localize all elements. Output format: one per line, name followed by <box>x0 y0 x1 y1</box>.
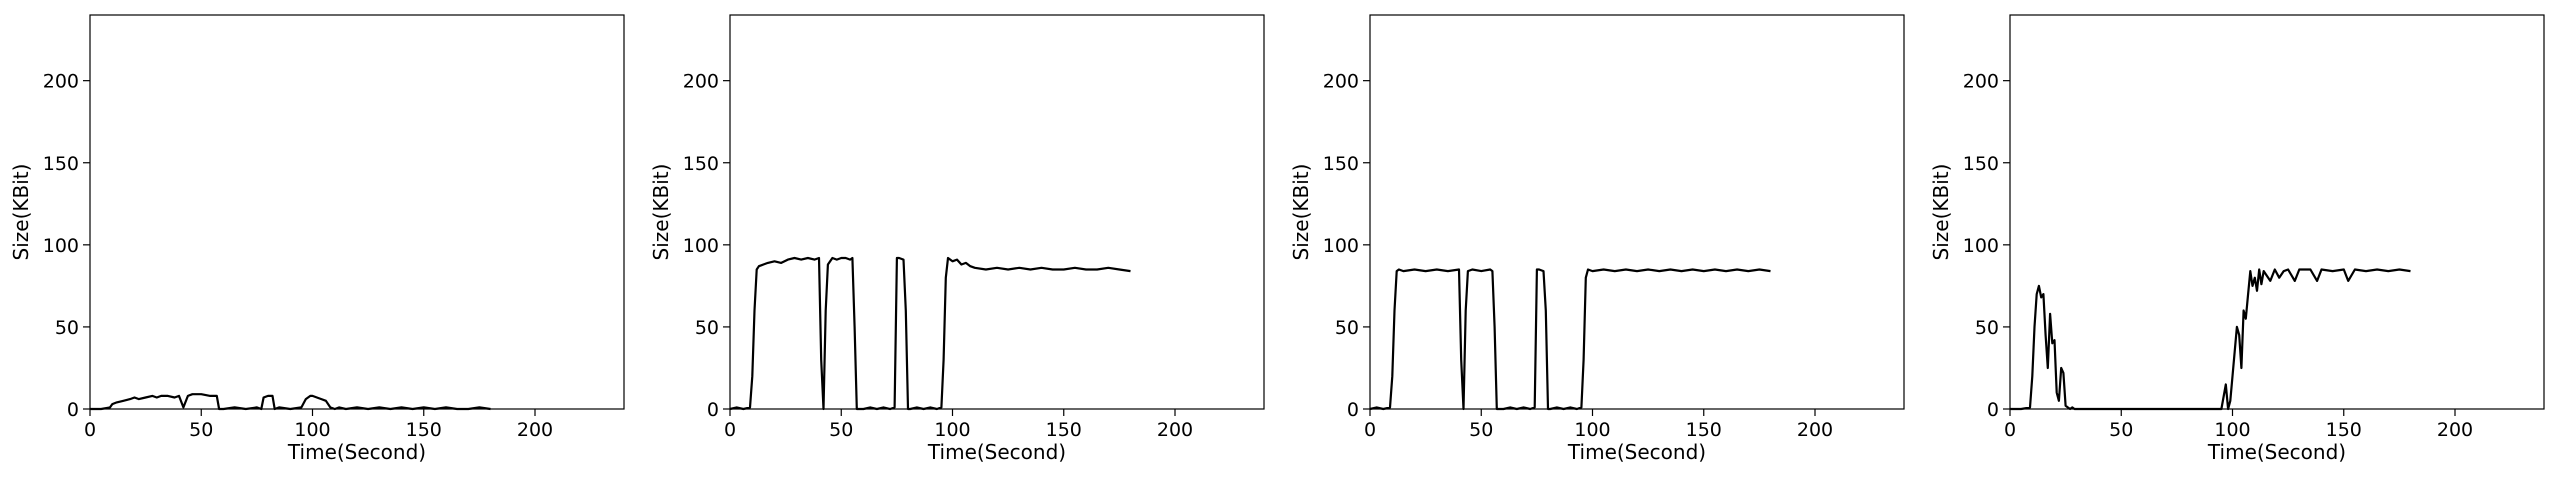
x-tick-label: 0 <box>1364 419 1376 441</box>
series-line <box>729 256 1131 411</box>
x-tick-label: 0 <box>724 419 736 441</box>
y-tick-label: 50 <box>55 317 79 339</box>
y-tick-label: 200 <box>1963 71 1999 93</box>
y-tick-label: 200 <box>683 71 719 93</box>
y-axis-label: Size(KBit) <box>1289 164 1313 261</box>
series-line <box>90 393 491 411</box>
x-tick-label: 0 <box>2004 419 2016 441</box>
plot-frame <box>89 14 625 410</box>
x-tick-label: 50 <box>189 419 213 441</box>
y-tick-label: 200 <box>1323 71 1359 93</box>
x-tick-label: 100 <box>934 419 970 441</box>
y-tick-label: 150 <box>1323 153 1359 175</box>
x-axis-label: Time(Second) <box>287 440 426 464</box>
x-tick-label: 0 <box>84 419 96 441</box>
series-line <box>2010 268 2411 411</box>
y-axis-label: Size(KBit) <box>1929 164 1953 261</box>
x-tick-label: 150 <box>406 419 442 441</box>
chart-panel: 0 50 100 150 200 0 50 100 150 200 Time(Second) Size… <box>1929 14 2545 464</box>
plot-frame <box>2009 14 2545 410</box>
y-tick-label: 50 <box>1335 317 1359 339</box>
x-tick-label: 200 <box>1157 419 1193 441</box>
plot-frame <box>1369 14 1905 410</box>
y-tick-label: 150 <box>683 153 719 175</box>
chart-panel: 0 50 100 150 200 0 50 100 150 200 Time(Second) Size… <box>9 14 625 464</box>
x-tick-label: 150 <box>1046 419 1082 441</box>
y-tick-label: 100 <box>1323 235 1359 257</box>
y-tick-label: 50 <box>1975 317 1999 339</box>
y-tick-label: 150 <box>1963 153 1999 175</box>
x-axis-label: Time(Second) <box>1567 440 1706 464</box>
chart-panel: 0 50 100 150 200 0 50 100 150 200 Time(Second) Size… <box>649 14 1265 464</box>
x-tick-label: 50 <box>2109 419 2133 441</box>
y-tick-label: 150 <box>43 153 79 175</box>
x-tick-label: 50 <box>1469 419 1493 441</box>
y-tick-label: 100 <box>43 235 79 257</box>
x-tick-label: 100 <box>2214 419 2250 441</box>
x-tick-label: 150 <box>2326 419 2362 441</box>
x-tick-label: 100 <box>1574 419 1610 441</box>
y-tick-label: 0 <box>67 399 79 421</box>
y-tick-label: 200 <box>43 71 79 93</box>
x-tick-label: 150 <box>1686 419 1722 441</box>
y-tick-label: 0 <box>707 399 719 421</box>
y-tick-label: 0 <box>1347 399 1359 421</box>
y-axis-label: Size(KBit) <box>9 164 33 261</box>
x-axis-label: Time(Second) <box>927 440 1066 464</box>
y-tick-label: 0 <box>1987 399 1999 421</box>
plot-frame <box>729 14 1265 410</box>
x-axis-label: Time(Second) <box>2207 440 2346 464</box>
chart-panel: 0 50 100 150 200 0 50 100 150 200 Time(Second) Size… <box>1289 14 1905 464</box>
series-line <box>1369 268 1771 411</box>
x-tick-label: 200 <box>2437 419 2473 441</box>
y-tick-label: 100 <box>1963 235 1999 257</box>
x-tick-label: 200 <box>1797 419 1833 441</box>
y-axis-label: Size(KBit) <box>649 164 673 261</box>
y-tick-label: 50 <box>695 317 719 339</box>
x-tick-label: 50 <box>829 419 853 441</box>
x-tick-label: 200 <box>517 419 553 441</box>
x-tick-label: 100 <box>294 419 330 441</box>
y-tick-label: 100 <box>683 235 719 257</box>
